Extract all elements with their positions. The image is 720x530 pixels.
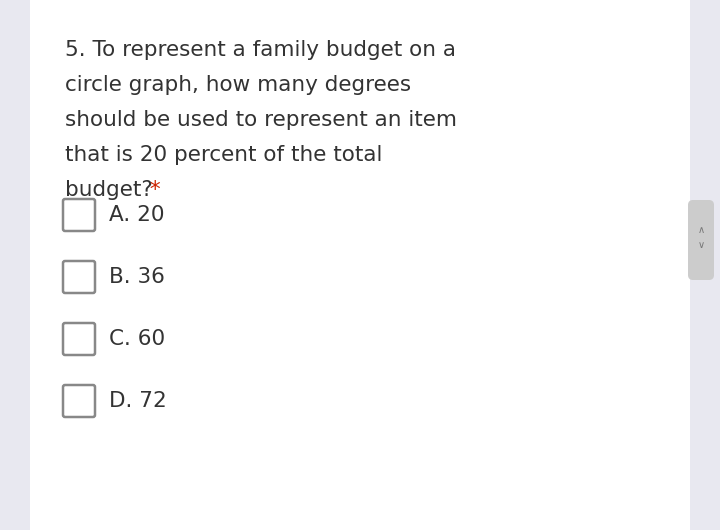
FancyBboxPatch shape xyxy=(63,261,95,293)
FancyBboxPatch shape xyxy=(63,385,95,417)
FancyBboxPatch shape xyxy=(688,200,714,280)
Text: A. 20: A. 20 xyxy=(109,205,164,225)
Text: budget?: budget? xyxy=(65,180,153,200)
Text: circle graph, how many degrees: circle graph, how many degrees xyxy=(65,75,411,95)
Bar xyxy=(0,0,30,530)
FancyBboxPatch shape xyxy=(63,199,95,231)
Text: *: * xyxy=(143,180,161,200)
Text: D. 72: D. 72 xyxy=(109,391,167,411)
Bar xyxy=(690,0,720,530)
Text: B. 36: B. 36 xyxy=(109,267,165,287)
Text: ∧: ∧ xyxy=(698,225,705,235)
Text: 5. To represent a family budget on a: 5. To represent a family budget on a xyxy=(65,40,456,60)
Text: should be used to represent an item: should be used to represent an item xyxy=(65,110,457,130)
Text: that is 20 percent of the total: that is 20 percent of the total xyxy=(65,145,382,165)
Text: ∨: ∨ xyxy=(698,240,705,250)
FancyBboxPatch shape xyxy=(63,323,95,355)
Text: C. 60: C. 60 xyxy=(109,329,165,349)
